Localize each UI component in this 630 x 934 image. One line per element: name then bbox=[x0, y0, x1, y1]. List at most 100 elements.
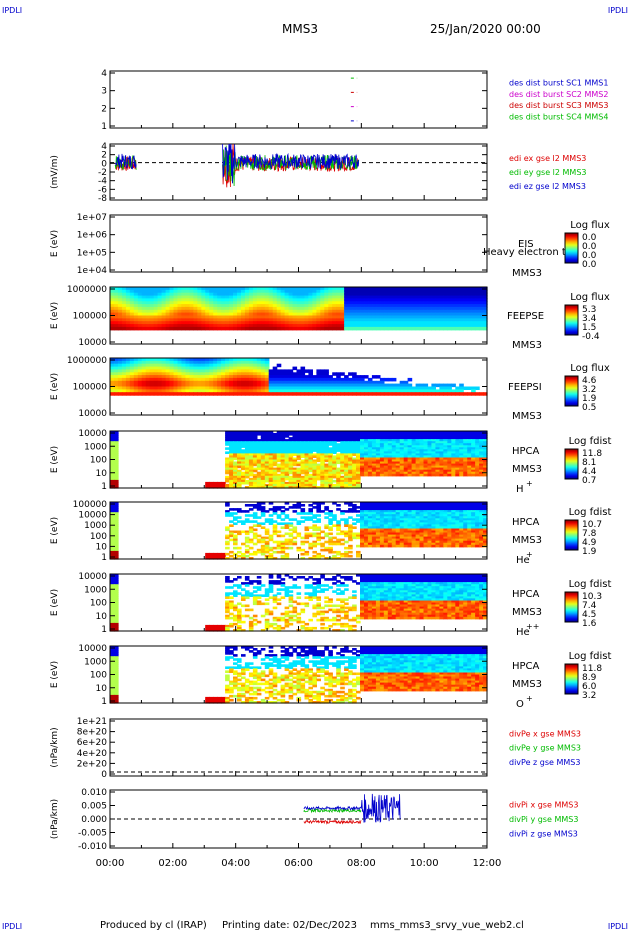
spectrogram-cell bbox=[364, 508, 369, 511]
spectrogram-cell bbox=[419, 292, 425, 297]
spectrogram-cell bbox=[367, 315, 373, 319]
spectrogram-cell bbox=[324, 447, 329, 450]
spectrogram-cell bbox=[451, 298, 456, 302]
spectrogram-cell bbox=[229, 486, 234, 489]
spectrogram-cell bbox=[264, 473, 270, 477]
spectrogram-cell bbox=[467, 514, 472, 517]
spectrogram-cell bbox=[237, 459, 242, 463]
spectrogram-cell bbox=[383, 389, 389, 393]
spectrogram-cell bbox=[463, 455, 468, 458]
spectrogram-cell bbox=[340, 510, 345, 513]
spectrogram-cell bbox=[117, 287, 123, 291]
spectrogram-cell bbox=[371, 383, 377, 388]
spectrogram-cell bbox=[395, 520, 401, 523]
spectrogram-cell bbox=[471, 443, 476, 446]
spectrogram-cell bbox=[427, 309, 433, 314]
spectrogram-cell bbox=[221, 304, 226, 308]
spectrogram-cell bbox=[217, 386, 222, 390]
spectrogram-cell bbox=[407, 321, 413, 325]
spectrogram-cell bbox=[375, 437, 381, 440]
spectrogram-cell bbox=[233, 433, 238, 436]
spectrogram-cell bbox=[308, 504, 313, 507]
spectrogram-cell bbox=[427, 463, 433, 467]
spectrogram-cell bbox=[475, 514, 480, 517]
spectrogram-cell bbox=[185, 304, 190, 308]
spectrogram-cell bbox=[348, 383, 353, 388]
spectrogram-cell bbox=[237, 433, 242, 436]
spectrogram-cell bbox=[364, 528, 369, 532]
spectrogram-cell bbox=[165, 386, 171, 390]
spectrogram-cell bbox=[264, 301, 270, 305]
spectrogram-cell bbox=[264, 447, 270, 450]
spectrogram-cell bbox=[479, 301, 484, 305]
spectrogram-cell bbox=[137, 326, 143, 331]
spectrogram-cell bbox=[248, 447, 254, 450]
spectrogram-cell bbox=[181, 386, 186, 390]
spectrogram-cell bbox=[217, 298, 222, 302]
spectrogram-cell bbox=[443, 449, 448, 452]
spectrogram-cell bbox=[459, 383, 464, 388]
spectrogram-cell bbox=[431, 453, 436, 456]
spectrogram-cell bbox=[423, 287, 429, 291]
spectrogram-cell bbox=[308, 512, 313, 515]
spectrogram-cell bbox=[471, 301, 476, 305]
spectrogram-cell bbox=[189, 309, 194, 314]
spectrogram-cell bbox=[264, 315, 270, 319]
spectrogram-cell bbox=[371, 514, 377, 517]
spectrogram-cell bbox=[121, 369, 127, 373]
spectrogram-cell bbox=[356, 471, 361, 475]
spectrogram-cell bbox=[391, 324, 397, 328]
spectrogram-cell bbox=[411, 471, 417, 475]
spectrogram-cell bbox=[316, 463, 321, 467]
spectrogram-cell bbox=[229, 389, 234, 393]
spectrogram-cell bbox=[332, 326, 337, 331]
spectrogram-cell bbox=[209, 363, 214, 368]
spectrogram-cell bbox=[256, 372, 262, 376]
spectrogram-cell bbox=[264, 467, 270, 471]
spectrogram-cell bbox=[387, 502, 393, 505]
spectrogram-cell bbox=[288, 304, 294, 308]
spectrogram-cell bbox=[431, 526, 436, 529]
spectrogram-cell bbox=[463, 289, 468, 294]
spectrogram-cell bbox=[193, 380, 198, 385]
spectrogram-cell bbox=[121, 306, 127, 311]
spectrogram-cell bbox=[284, 473, 290, 477]
spectrogram-cell bbox=[439, 504, 444, 507]
spectrogram-cell bbox=[360, 306, 365, 311]
spectrogram-cell bbox=[383, 298, 389, 302]
spectrogram-cell bbox=[296, 512, 302, 515]
spectrogram-cell bbox=[248, 508, 254, 511]
spectrogram-cell bbox=[129, 309, 135, 314]
spectrogram-cell bbox=[391, 532, 397, 536]
spectrogram-cell bbox=[125, 366, 131, 371]
spectrogram-cell bbox=[110, 451, 115, 454]
spectrogram-cell bbox=[185, 292, 190, 297]
spectrogram-cell bbox=[451, 467, 456, 471]
spectrogram-cell bbox=[399, 433, 405, 436]
spectrogram-cell bbox=[371, 375, 377, 379]
spectrogram-cell bbox=[411, 447, 417, 450]
spectrogram-cell bbox=[165, 366, 171, 371]
spectrogram-cell bbox=[197, 298, 202, 302]
spectrogram-cell bbox=[467, 457, 472, 461]
spectrogram-cell bbox=[367, 287, 373, 291]
spectrogram-cell bbox=[114, 481, 119, 485]
spectrogram-cell bbox=[241, 473, 246, 477]
spectrogram-cell bbox=[356, 437, 361, 440]
spectrogram-cell bbox=[360, 528, 365, 532]
spectrogram-cell bbox=[483, 508, 488, 511]
colorbar-scale bbox=[564, 304, 579, 336]
spectrogram-cell bbox=[272, 451, 278, 454]
spectrogram-cell bbox=[189, 366, 194, 371]
spectrogram-cell bbox=[395, 435, 401, 438]
spectrogram-cell bbox=[252, 389, 258, 393]
spectrogram-cell bbox=[356, 481, 361, 485]
spectrogram-cell bbox=[244, 514, 250, 517]
spectrogram-cell bbox=[276, 298, 282, 302]
spectrogram-cell bbox=[292, 504, 298, 507]
spectrogram-cell bbox=[248, 295, 254, 300]
spectrogram-cell bbox=[256, 360, 262, 365]
spectrogram-cell bbox=[276, 439, 282, 442]
spectrogram-cell bbox=[360, 461, 365, 465]
spectrogram-cell bbox=[312, 443, 317, 446]
